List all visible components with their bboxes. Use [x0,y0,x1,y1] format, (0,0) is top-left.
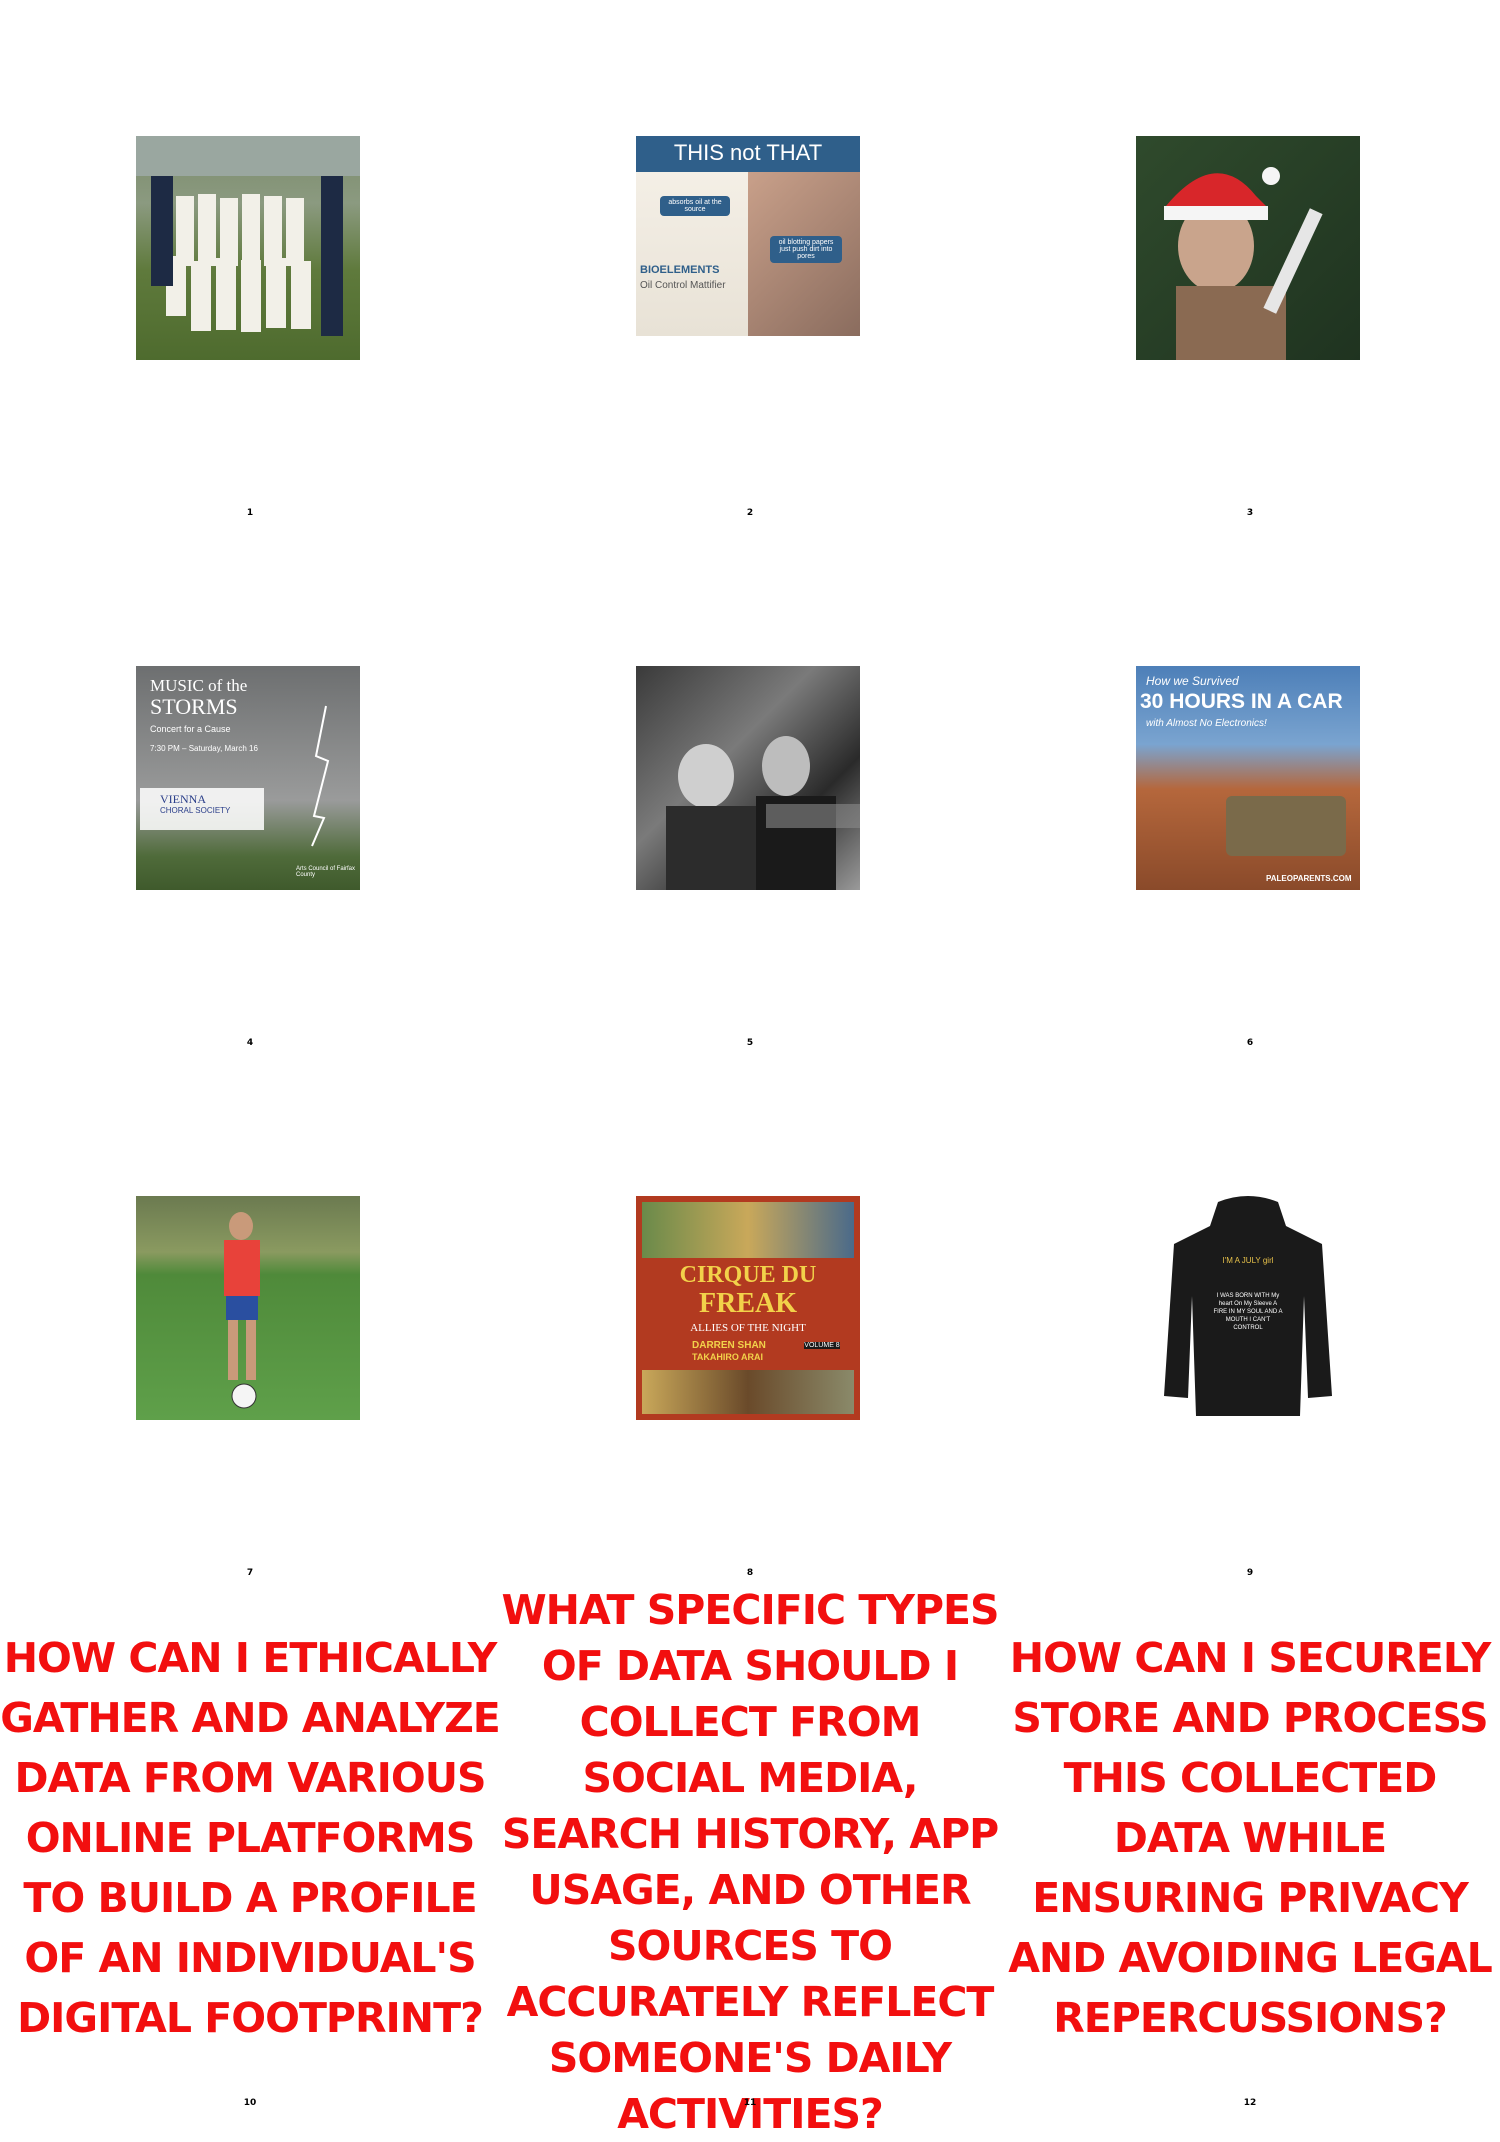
manga-title1: CIRQUE DU [679,1262,817,1288]
grid-cell-3: 3 [1000,0,1500,530]
poster-title-line2: STORMS [150,694,238,719]
poster-title-line1: MUSIC of the [150,676,248,695]
poster-subtitle: Concert for a Cause [150,724,231,734]
right-bubble: oil blotting papers just push dirt into … [770,236,842,263]
cell-number: 7 [246,1568,254,1578]
hoodie-print-1: I'M A JULY girl [1222,1256,1274,1265]
grid-cell-6: How we Survived 30 HOURS IN A CAR with A… [1000,530,1500,1060]
cell-number: 3 [1246,508,1254,518]
grid-cell-11: WHAT SPECIFIC TYPES OF DATA SHOULD I COL… [500,1586,1000,2138]
question-text: HOW CAN I SECURELY STORE AND PROCESS THI… [1008,1634,1493,2042]
grid-cell-12: HOW CAN I SECURELY STORE AND PROCESS THI… [1000,1590,1500,2120]
poster-date: 7:30 PM – Saturday, March 16 [150,744,258,753]
concert-poster-image: MUSIC of the STORMS Concert for a Cause … [136,666,360,890]
product-text: Oil Control Mattifier [640,280,726,291]
santa-hat-woman-photo [1136,136,1360,360]
manga-artist: TAKAHIRO ARAI [692,1352,763,1362]
grid-cell-10: HOW CAN I ETHICALLY GATHER AND ANALYZE D… [0,1590,501,2120]
grid-cell-2: THIS not THAT absorbs oil at the source … [500,0,1000,530]
hoodie-product-image: I'M A JULY girl I WAS BORN WITH My heart… [1136,1196,1360,1420]
road-trip-headline2: 30 HOURS IN A CAR [1140,690,1343,713]
question-text: HOW CAN I ETHICALLY GATHER AND ANALYZE D… [0,1634,501,2042]
manga-subtitle: ALLIES OF THE NIGHT [690,1322,806,1334]
question-text: WHAT SPECIFIC TYPES OF DATA SHOULD I COL… [501,1586,999,2138]
poster-sponsor: Arts Council of Fairfax County [296,866,356,878]
cell-number: 11 [743,2098,757,2108]
road-trip-site: PALEOPARENTS.COM [1266,874,1352,883]
poster-org1: VIENNA [160,792,206,806]
left-bubble: absorbs oil at the source [660,196,730,216]
road-trip-headline3: with Almost No Electronics! [1146,718,1267,729]
grid-cell-1: 1 [0,0,500,530]
manga-cover-image: CIRQUE DU FREAK ALLIES OF THE NIGHT DARR… [636,1196,860,1420]
grid-cell-8: CIRQUE DU FREAK ALLIES OF THE NIGHT DARR… [500,1060,1000,1590]
ad-banner-text: THIS not THAT [673,140,823,165]
cell-number: 4 [246,1038,254,1048]
road-trip-photo: How we Survived 30 HOURS IN A CAR with A… [1136,666,1360,890]
manga-author: DARREN SHAN [692,1340,766,1351]
cell-number: 6 [1246,1038,1254,1048]
grid-cell-5: 5 [500,530,1000,1060]
soccer-player-photo [136,1196,360,1420]
hoodie-print-2: I WAS BORN WITH My heart On My Sleeve A … [1213,1293,1283,1331]
cell-number: 1 [246,508,254,518]
skincare-ad-image: THIS not THAT absorbs oil at the source … [636,136,860,360]
road-trip-headline1: How we Survived [1146,674,1239,688]
cell-number: 9 [1246,1568,1254,1578]
grid-cell-9: I'M A JULY girl I WAS BORN WITH My heart… [1000,1060,1500,1590]
cell-number: 2 [746,508,754,518]
cell-number: 10 [243,2098,257,2108]
brand-text: BIOELEMENTS [640,264,720,276]
cell-number: 5 [746,1038,754,1048]
grid-cell-4: MUSIC of the STORMS Concert for a Cause … [0,530,500,1060]
manga-title2: FREAK [699,1288,797,1319]
cell-number: 12 [1243,2098,1257,2108]
cricket-team-photo [136,136,360,360]
poster-org2: CHORAL SOCIETY [160,806,231,815]
grid-cell-7: 7 [0,1060,500,1590]
cell-number: 8 [746,1568,754,1578]
black-and-white-party-photo [636,666,860,890]
manga-volume: VOLUME 8 [804,1342,840,1349]
